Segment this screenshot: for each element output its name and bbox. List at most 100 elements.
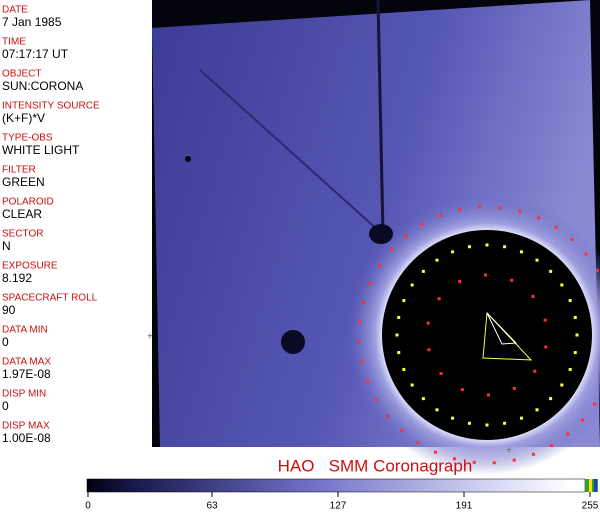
overlay-dot	[439, 214, 443, 218]
overlay-dot	[543, 318, 547, 322]
overlay-dot	[492, 461, 496, 465]
colorbar-tick-label: 191	[456, 501, 473, 512]
overlay-dot	[533, 369, 537, 373]
field-label: TIME	[2, 37, 26, 48]
overlay-dot	[472, 460, 476, 464]
field-value: 0	[2, 335, 9, 349]
field-value: CLEAR	[2, 207, 42, 221]
overlay-dot	[397, 315, 401, 319]
field-label: DISP MAX	[2, 421, 50, 432]
overlay-dot	[486, 393, 490, 397]
overlay-dot	[386, 414, 390, 418]
overlay-dot	[467, 245, 471, 249]
overlay-dot	[512, 458, 516, 462]
overlay-dot	[467, 421, 471, 425]
overlay-dot	[573, 315, 577, 319]
field-value: WHITE LIGHT	[2, 143, 80, 157]
overlay-dot	[581, 418, 585, 422]
field-value: 7 Jan 1985	[2, 15, 62, 29]
overlay-dot	[484, 273, 488, 277]
overlay-dot	[568, 367, 572, 371]
colorbar-tick-label: 255	[582, 501, 599, 512]
overlay-dot	[510, 278, 514, 282]
overlay-dot	[531, 294, 535, 298]
field-value: 1.97E-08	[2, 367, 51, 381]
overlay-triangle	[482, 311, 533, 361]
overlay-dot	[435, 258, 439, 262]
field-value: (K+F)*V	[2, 111, 45, 125]
overlay-dot	[535, 408, 539, 412]
cursor-mark: +	[506, 446, 512, 457]
field-label: FILTER	[2, 165, 36, 176]
overlay-dot	[437, 297, 441, 301]
overlay-dot	[426, 321, 430, 325]
pylon-shadow	[199, 69, 381, 233]
overlay-dot	[400, 429, 404, 433]
overlay-dot	[519, 250, 523, 254]
info-panel	[0, 0, 152, 447]
field-label: DATA MIN	[2, 325, 48, 336]
overlay-dot	[366, 379, 370, 383]
overlay-dot	[560, 383, 564, 387]
overlay-dot	[549, 397, 553, 401]
overlay-dot	[402, 367, 406, 371]
dust-spot	[281, 330, 305, 354]
colorbar-end	[589, 479, 592, 492]
overlay-dot	[421, 269, 425, 273]
overlay-dot	[460, 388, 464, 392]
field-value: 0	[2, 399, 9, 413]
overlay-dot	[416, 441, 420, 445]
overlay-dot	[458, 280, 462, 284]
overlay-dot	[368, 281, 372, 285]
overlay-dot	[531, 452, 535, 456]
overlay-dot	[389, 248, 393, 252]
overlay-dot	[535, 258, 539, 262]
field-value: 07:17:17 UT	[2, 47, 69, 61]
cursor-mark: +	[147, 332, 153, 343]
overlay-dot	[410, 383, 414, 387]
field-label: DATE	[2, 5, 28, 16]
overlay-dot	[374, 398, 378, 402]
overlay-dot	[549, 269, 553, 273]
overlay-dot	[518, 209, 522, 213]
colorbar-end	[594, 479, 597, 492]
overlay-dot	[485, 423, 489, 427]
overlay-dot	[570, 237, 574, 241]
overlay-dot	[498, 206, 502, 210]
colorbar	[86, 478, 586, 493]
field-label: INTENSITY SOURCE	[2, 101, 100, 112]
field-label: OBJECT	[2, 69, 41, 80]
overlay-dot	[458, 208, 462, 212]
overlay-dot	[427, 348, 431, 352]
overlay-dot	[573, 351, 577, 355]
overlay-dot	[404, 234, 408, 238]
overlay-dot	[537, 216, 541, 220]
field-value: SUN:CORONA	[2, 79, 83, 93]
overlay-dot	[478, 205, 482, 209]
overlay-dot	[568, 299, 572, 303]
pylon	[376, 0, 385, 236]
field-label: DISP MIN	[2, 389, 46, 400]
overlay-dot	[452, 457, 456, 461]
overlay-dot	[433, 450, 437, 454]
overlay-dot	[451, 416, 455, 420]
overlay-dot	[377, 264, 381, 268]
field-label: TYPE-OBS	[2, 133, 53, 144]
overlay-dot	[420, 222, 424, 226]
overlay-dot	[566, 432, 570, 436]
overlay-dot	[554, 225, 558, 229]
field-label: SECTOR	[2, 229, 44, 240]
occulter	[382, 230, 592, 440]
field-label: DATA MAX	[2, 357, 51, 368]
overlay-dot	[360, 360, 364, 364]
overlay-dot	[395, 333, 399, 337]
overlay-dot	[361, 300, 365, 304]
overlay-dot	[560, 283, 564, 287]
overlay-dot	[397, 351, 401, 355]
overlay-dot	[503, 245, 507, 249]
overlay-dot	[584, 252, 588, 256]
overlay-triangle-inner	[486, 312, 518, 345]
field-label: EXPOSURE	[2, 261, 58, 272]
overlay-dot	[358, 320, 362, 324]
overlay-dot	[485, 243, 489, 247]
